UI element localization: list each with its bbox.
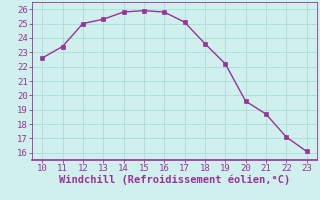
- X-axis label: Windchill (Refroidissement éolien,°C): Windchill (Refroidissement éolien,°C): [59, 175, 290, 185]
